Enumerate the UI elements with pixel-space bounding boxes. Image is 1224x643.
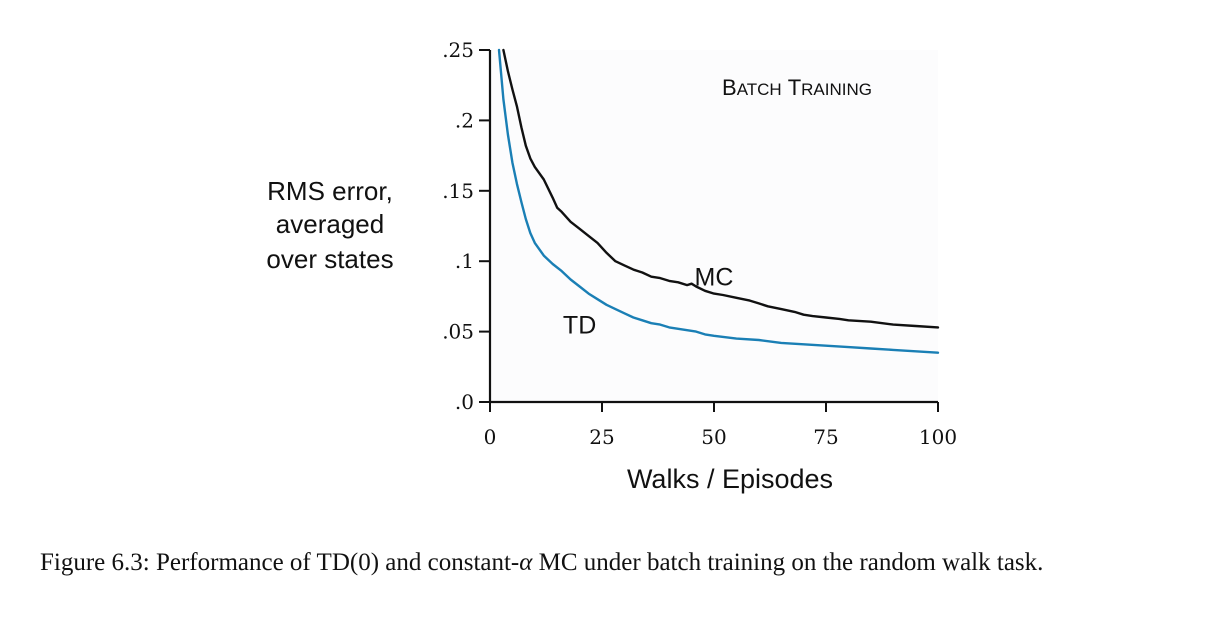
chart-title-cap-1: B	[722, 75, 737, 100]
series-label-mc: MC	[695, 264, 734, 292]
chart-title-rest-2: RAINING	[801, 80, 872, 99]
x-tick-label: 50	[701, 425, 726, 449]
caption-prefix: Figure 6.3: Performance of TD(0) and con…	[40, 549, 520, 576]
caption-suffix: MC under batch training on the random wa…	[532, 549, 1044, 576]
plot-background	[490, 50, 938, 402]
y-tick-label: .15	[442, 179, 474, 203]
series-layer	[497, 48, 940, 354]
series-label-td: TD	[563, 312, 596, 340]
series-line-mc	[502, 48, 940, 329]
x-tick-label: 75	[813, 425, 838, 449]
y-axis-label-line-2: averaged	[276, 209, 384, 239]
y-tick-label: .05	[442, 320, 474, 344]
y-tick-label: .1	[455, 249, 474, 273]
y-tick-label: .0	[455, 390, 474, 414]
y-axis-label-line-3: over states	[266, 244, 393, 274]
chart-title-rest-1: ATCH	[737, 80, 782, 99]
caption-alpha: α	[519, 549, 533, 576]
y-tick-label: .25	[442, 38, 474, 62]
x-tick-label: 0	[484, 425, 497, 449]
batch-training-chart: .0 .05 .1 .15 .2 .25 0 25 50 75 100 MC TD BATCH TRAI…	[266, 38, 957, 494]
y-tick-label: .2	[455, 108, 474, 132]
axes-layer: .0 .05 .1 .15 .2 .25 0 25 50 75 100	[442, 38, 957, 449]
x-tick-label: 100	[919, 425, 957, 449]
labels-layer: MC TD	[563, 264, 734, 340]
y-axis-label-line-1: RMS error,	[267, 176, 393, 206]
x-tick-label: 25	[589, 425, 614, 449]
series-line-td	[497, 48, 940, 354]
chart-title: BATCH TRAINING	[722, 75, 872, 100]
figure-caption: Figure 6.3: Performance of TD(0) and con…	[40, 546, 1200, 580]
plot-area	[490, 50, 938, 402]
chart-title-cap-2: T	[788, 75, 801, 100]
x-axis-label: Walks / Episodes	[627, 464, 833, 494]
